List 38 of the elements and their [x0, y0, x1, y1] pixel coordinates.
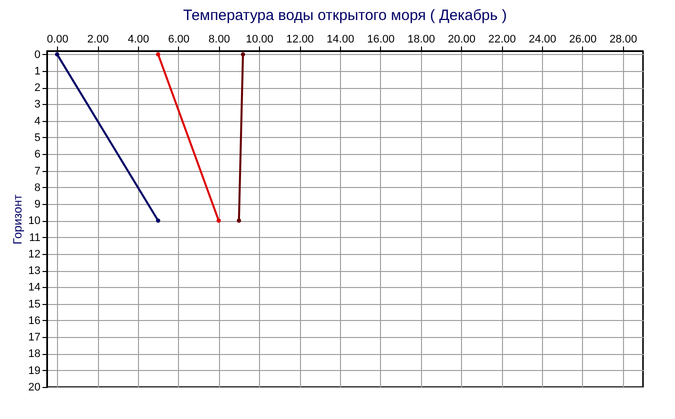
y-tick-label: 7 — [34, 165, 40, 178]
x-tick-label: 8.00 — [208, 34, 230, 46]
y-tick-label: 19 — [28, 364, 40, 377]
x-tick-label: 20.00 — [448, 34, 476, 46]
x-tick-label: 12.00 — [286, 34, 314, 46]
y-tick-label: 2 — [34, 82, 40, 94]
y-tick-label: 11 — [29, 232, 40, 244]
y-tick-label: 10 — [28, 215, 40, 228]
y-tick-label: 13 — [28, 265, 40, 278]
x-tick-label: 16.00 — [367, 34, 395, 46]
chart-title: Температура воды открытого моря ( Декабрь ) — [183, 7, 507, 24]
y-tick-label: 8 — [34, 182, 40, 194]
x-tick-label: 14.00 — [326, 34, 354, 46]
x-tick-label: 18.00 — [407, 34, 436, 46]
y-tick-label: 4 — [34, 115, 40, 128]
x-tick-label: 28.00 — [610, 34, 638, 46]
y-tick-label: 1 — [34, 65, 40, 78]
y-tick-label: 12 — [28, 248, 40, 260]
y-axis-title: Горизонт — [10, 194, 24, 244]
y-tick-label: 5 — [34, 132, 40, 144]
y-tick-label: 18 — [28, 348, 40, 360]
y-tick-label: 9 — [34, 198, 40, 211]
x-tick-label: 4.00 — [128, 34, 150, 46]
y-tick-label: 0 — [34, 48, 40, 61]
x-tick-label: 0.00 — [46, 34, 68, 46]
x-tick-label: 26.00 — [569, 34, 597, 46]
x-tick-label: 10.00 — [246, 34, 274, 46]
y-tick-label: 16 — [28, 314, 40, 327]
x-tick-label: 22.00 — [488, 34, 516, 46]
y-tick-label: 17 — [28, 332, 40, 344]
y-tick-label: 14 — [28, 282, 40, 294]
x-tick-label: 6.00 — [168, 34, 190, 46]
y-tick-label: 15 — [28, 298, 40, 310]
y-tick-label: 6 — [34, 148, 40, 161]
x-tick-label: 24.00 — [528, 34, 556, 46]
y-tick-label: 20 — [28, 382, 40, 394]
x-tick-label: 2.00 — [87, 34, 109, 46]
y-tick-label: 3 — [34, 98, 40, 111]
